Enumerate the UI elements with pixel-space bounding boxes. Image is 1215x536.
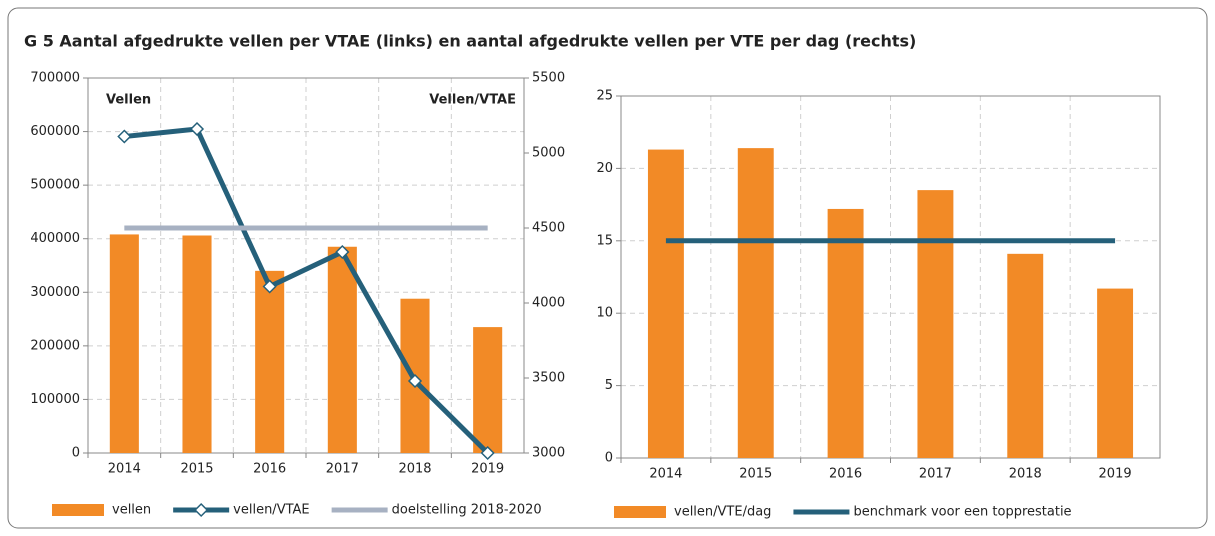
y-tick-label: 10 <box>596 306 613 321</box>
legend-swatch <box>614 506 666 518</box>
bar <box>1007 253 1044 458</box>
x-tick-label: 2019 <box>471 462 504 477</box>
x-tick-label: 2018 <box>398 462 431 477</box>
annotation: Vellen <box>106 93 151 108</box>
bar <box>109 234 139 453</box>
x-tick-label: 2017 <box>919 467 952 482</box>
marker <box>407 373 423 389</box>
x-tick-label: 2017 <box>326 462 359 477</box>
bar <box>1097 288 1134 458</box>
legend-swatch <box>52 504 104 516</box>
y-tick-label: 500000 <box>30 178 80 193</box>
bar <box>827 208 864 458</box>
y2-tick-label: 5000 <box>532 146 565 161</box>
y-tick-label: 200000 <box>30 338 80 353</box>
frame <box>7 7 1208 529</box>
legend-label: vellen <box>112 503 151 518</box>
legend-label: doelstelling 2018-2020 <box>392 503 542 518</box>
y2-tick-label: 5500 <box>532 71 565 86</box>
legend-marker <box>194 502 209 518</box>
y2-tick-label: 4500 <box>532 221 565 236</box>
bar <box>255 270 285 453</box>
legend-label: vellen/VTAE <box>233 503 309 518</box>
y-tick-label: 400000 <box>30 231 80 246</box>
bar <box>182 235 212 453</box>
x-tick-label: 2016 <box>253 462 286 477</box>
x-tick-label: 2016 <box>829 467 862 482</box>
x-tick-label: 2014 <box>108 462 141 477</box>
chart-title: G 5 Aantal afgedrukte vellen per VTAE (l… <box>24 32 916 51</box>
bar <box>327 246 357 453</box>
y2-tick-label: 3500 <box>532 371 565 386</box>
y-tick-label: 300000 <box>30 285 80 300</box>
annotation: Vellen/VTAE <box>429 93 516 108</box>
y-tick-label: 25 <box>596 89 613 104</box>
bar <box>473 327 503 453</box>
y-tick-label: 5 <box>605 378 613 393</box>
x-tick-label: 2014 <box>649 467 682 482</box>
bar <box>917 190 954 458</box>
y-tick-label: 0 <box>605 451 613 466</box>
x-tick-label: 2015 <box>180 462 213 477</box>
bar <box>647 149 684 459</box>
legend-label: vellen/VTE/dag <box>674 505 771 520</box>
line <box>124 126 490 455</box>
legend-label: benchmark voor een topprestatie <box>853 505 1071 520</box>
x-tick-label: 2019 <box>1099 467 1132 482</box>
marker <box>335 244 350 260</box>
bar <box>737 148 774 459</box>
marker <box>262 279 277 294</box>
y2-tick-label: 3000 <box>532 446 565 461</box>
marker <box>117 129 132 144</box>
y-tick-label: 100000 <box>30 392 80 407</box>
y-tick-label: 15 <box>596 233 613 248</box>
y-tick-label: 600000 <box>30 124 80 139</box>
x-tick-label: 2018 <box>1009 467 1042 482</box>
y2-tick-label: 4000 <box>532 296 565 311</box>
marker <box>480 445 495 461</box>
y-tick-label: 700000 <box>30 71 80 86</box>
x-tick-label: 2015 <box>739 467 772 482</box>
marker <box>189 121 205 137</box>
y-tick-label: 0 <box>72 446 80 461</box>
y-tick-label: 20 <box>596 161 613 176</box>
